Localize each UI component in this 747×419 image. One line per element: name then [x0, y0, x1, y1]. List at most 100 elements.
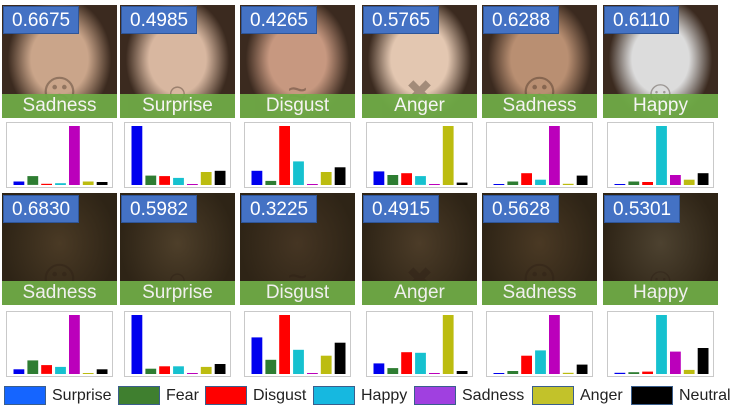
bar-fear [265, 180, 277, 185]
bar-disgust [521, 173, 532, 185]
bar-sadness [549, 315, 560, 374]
bar-happy [55, 366, 66, 374]
bar-surprise [493, 373, 505, 374]
bar-fear [507, 181, 519, 185]
bar-anger [82, 373, 94, 374]
emotion-distribution-chart [124, 311, 231, 377]
confidence-score: 0.5765 [363, 6, 440, 34]
bar-chart-svg [614, 126, 709, 185]
legend: Surprise Fear Disgust Happy Sadness Ange… [0, 384, 747, 410]
bar-sadness [670, 351, 681, 374]
bar-surprise [373, 171, 385, 185]
bar-fear [628, 372, 640, 374]
bar-disgust [159, 176, 170, 185]
bar-surprise [251, 170, 263, 185]
legend-swatch-surprise [4, 386, 46, 405]
emotion-label: Happy [603, 94, 718, 118]
bar-surprise [13, 181, 25, 185]
bar-disgust [401, 352, 412, 374]
bar-surprise [131, 126, 143, 185]
bar-sadness [307, 373, 318, 374]
bar-fear [145, 175, 157, 185]
bar-anger [562, 183, 574, 185]
bar-surprise [251, 337, 263, 374]
confidence-score: 0.5628 [483, 195, 560, 223]
bar-fear [265, 359, 277, 374]
bar-sadness [549, 126, 560, 185]
bar-chart-svg [493, 126, 588, 185]
bar-happy [293, 161, 304, 185]
bar-happy [415, 352, 426, 374]
emotion-distribution-chart [607, 122, 714, 188]
bar-disgust [521, 355, 532, 374]
emotion-label: Happy [603, 281, 718, 305]
bar-neutral [214, 170, 226, 185]
bar-happy [293, 349, 304, 374]
bar-neutral [214, 364, 226, 374]
bar-surprise [373, 363, 385, 374]
legend-label-sadness: Sadness [462, 387, 525, 404]
bar-neutral [96, 182, 108, 185]
legend-swatch-sadness [414, 386, 456, 405]
confidence-score: 0.6675 [3, 6, 80, 34]
bar-chart-svg [251, 126, 346, 185]
emotion-label: Disgust [240, 94, 355, 118]
confidence-score: 0.6830 [3, 195, 80, 223]
legend-label-fear: Fear [166, 387, 199, 404]
confidence-score: 0.5982 [121, 195, 198, 223]
bar-chart-svg [131, 315, 226, 374]
confidence-score: 0.6288 [483, 6, 560, 34]
bar-surprise [493, 184, 505, 185]
bar-disgust [401, 173, 412, 185]
confidence-score: 0.5301 [604, 195, 681, 223]
bar-chart-svg [131, 126, 226, 185]
legend-swatch-fear [118, 386, 160, 405]
bar-anger [200, 172, 212, 185]
bar-sadness [429, 184, 440, 185]
bar-sadness [69, 315, 80, 374]
bar-fear [387, 368, 399, 374]
bar-happy [55, 183, 66, 185]
bar-disgust [41, 183, 52, 185]
bar-anger [442, 315, 454, 374]
bar-fear [27, 360, 39, 374]
emotion-distribution-chart [486, 122, 593, 188]
bar-chart-svg [13, 315, 108, 374]
emotion-distribution-chart [366, 311, 473, 377]
emotion-distribution-chart [6, 122, 113, 188]
legend-label-anger: Anger [580, 387, 623, 404]
bar-surprise [614, 184, 626, 185]
bar-fear [628, 181, 640, 185]
legend-label-happy: Happy [361, 387, 408, 404]
bar-surprise [614, 372, 626, 374]
emotion-distribution-chart [244, 122, 351, 188]
bar-happy [173, 366, 184, 374]
bar-disgust [279, 315, 290, 374]
bar-fear [145, 368, 157, 374]
bar-anger [320, 172, 332, 185]
bar-fear [387, 175, 399, 185]
bar-happy [656, 126, 667, 185]
emotion-distribution-chart [366, 122, 473, 188]
bar-disgust [41, 365, 52, 374]
confidence-score: 0.3225 [241, 195, 318, 223]
emotion-label: Sadness [2, 94, 117, 118]
bar-happy [656, 315, 667, 374]
bar-neutral [697, 173, 709, 185]
emotion-label: Sadness [482, 281, 597, 305]
emotion-label: Surprise [120, 281, 235, 305]
bar-anger [562, 372, 574, 374]
emotion-distribution-chart [486, 311, 593, 377]
confidence-score: 0.4985 [121, 6, 198, 34]
bar-sadness [187, 373, 198, 374]
bar-fear [507, 371, 519, 374]
bar-surprise [131, 315, 143, 374]
bar-neutral [456, 182, 468, 185]
bar-disgust [642, 371, 653, 374]
bar-neutral [576, 175, 588, 185]
bar-disgust [642, 182, 653, 185]
emotion-label: Sadness [2, 281, 117, 305]
confidence-score: 0.6110 [604, 6, 679, 34]
bar-happy [535, 179, 546, 185]
bar-anger [683, 369, 695, 374]
